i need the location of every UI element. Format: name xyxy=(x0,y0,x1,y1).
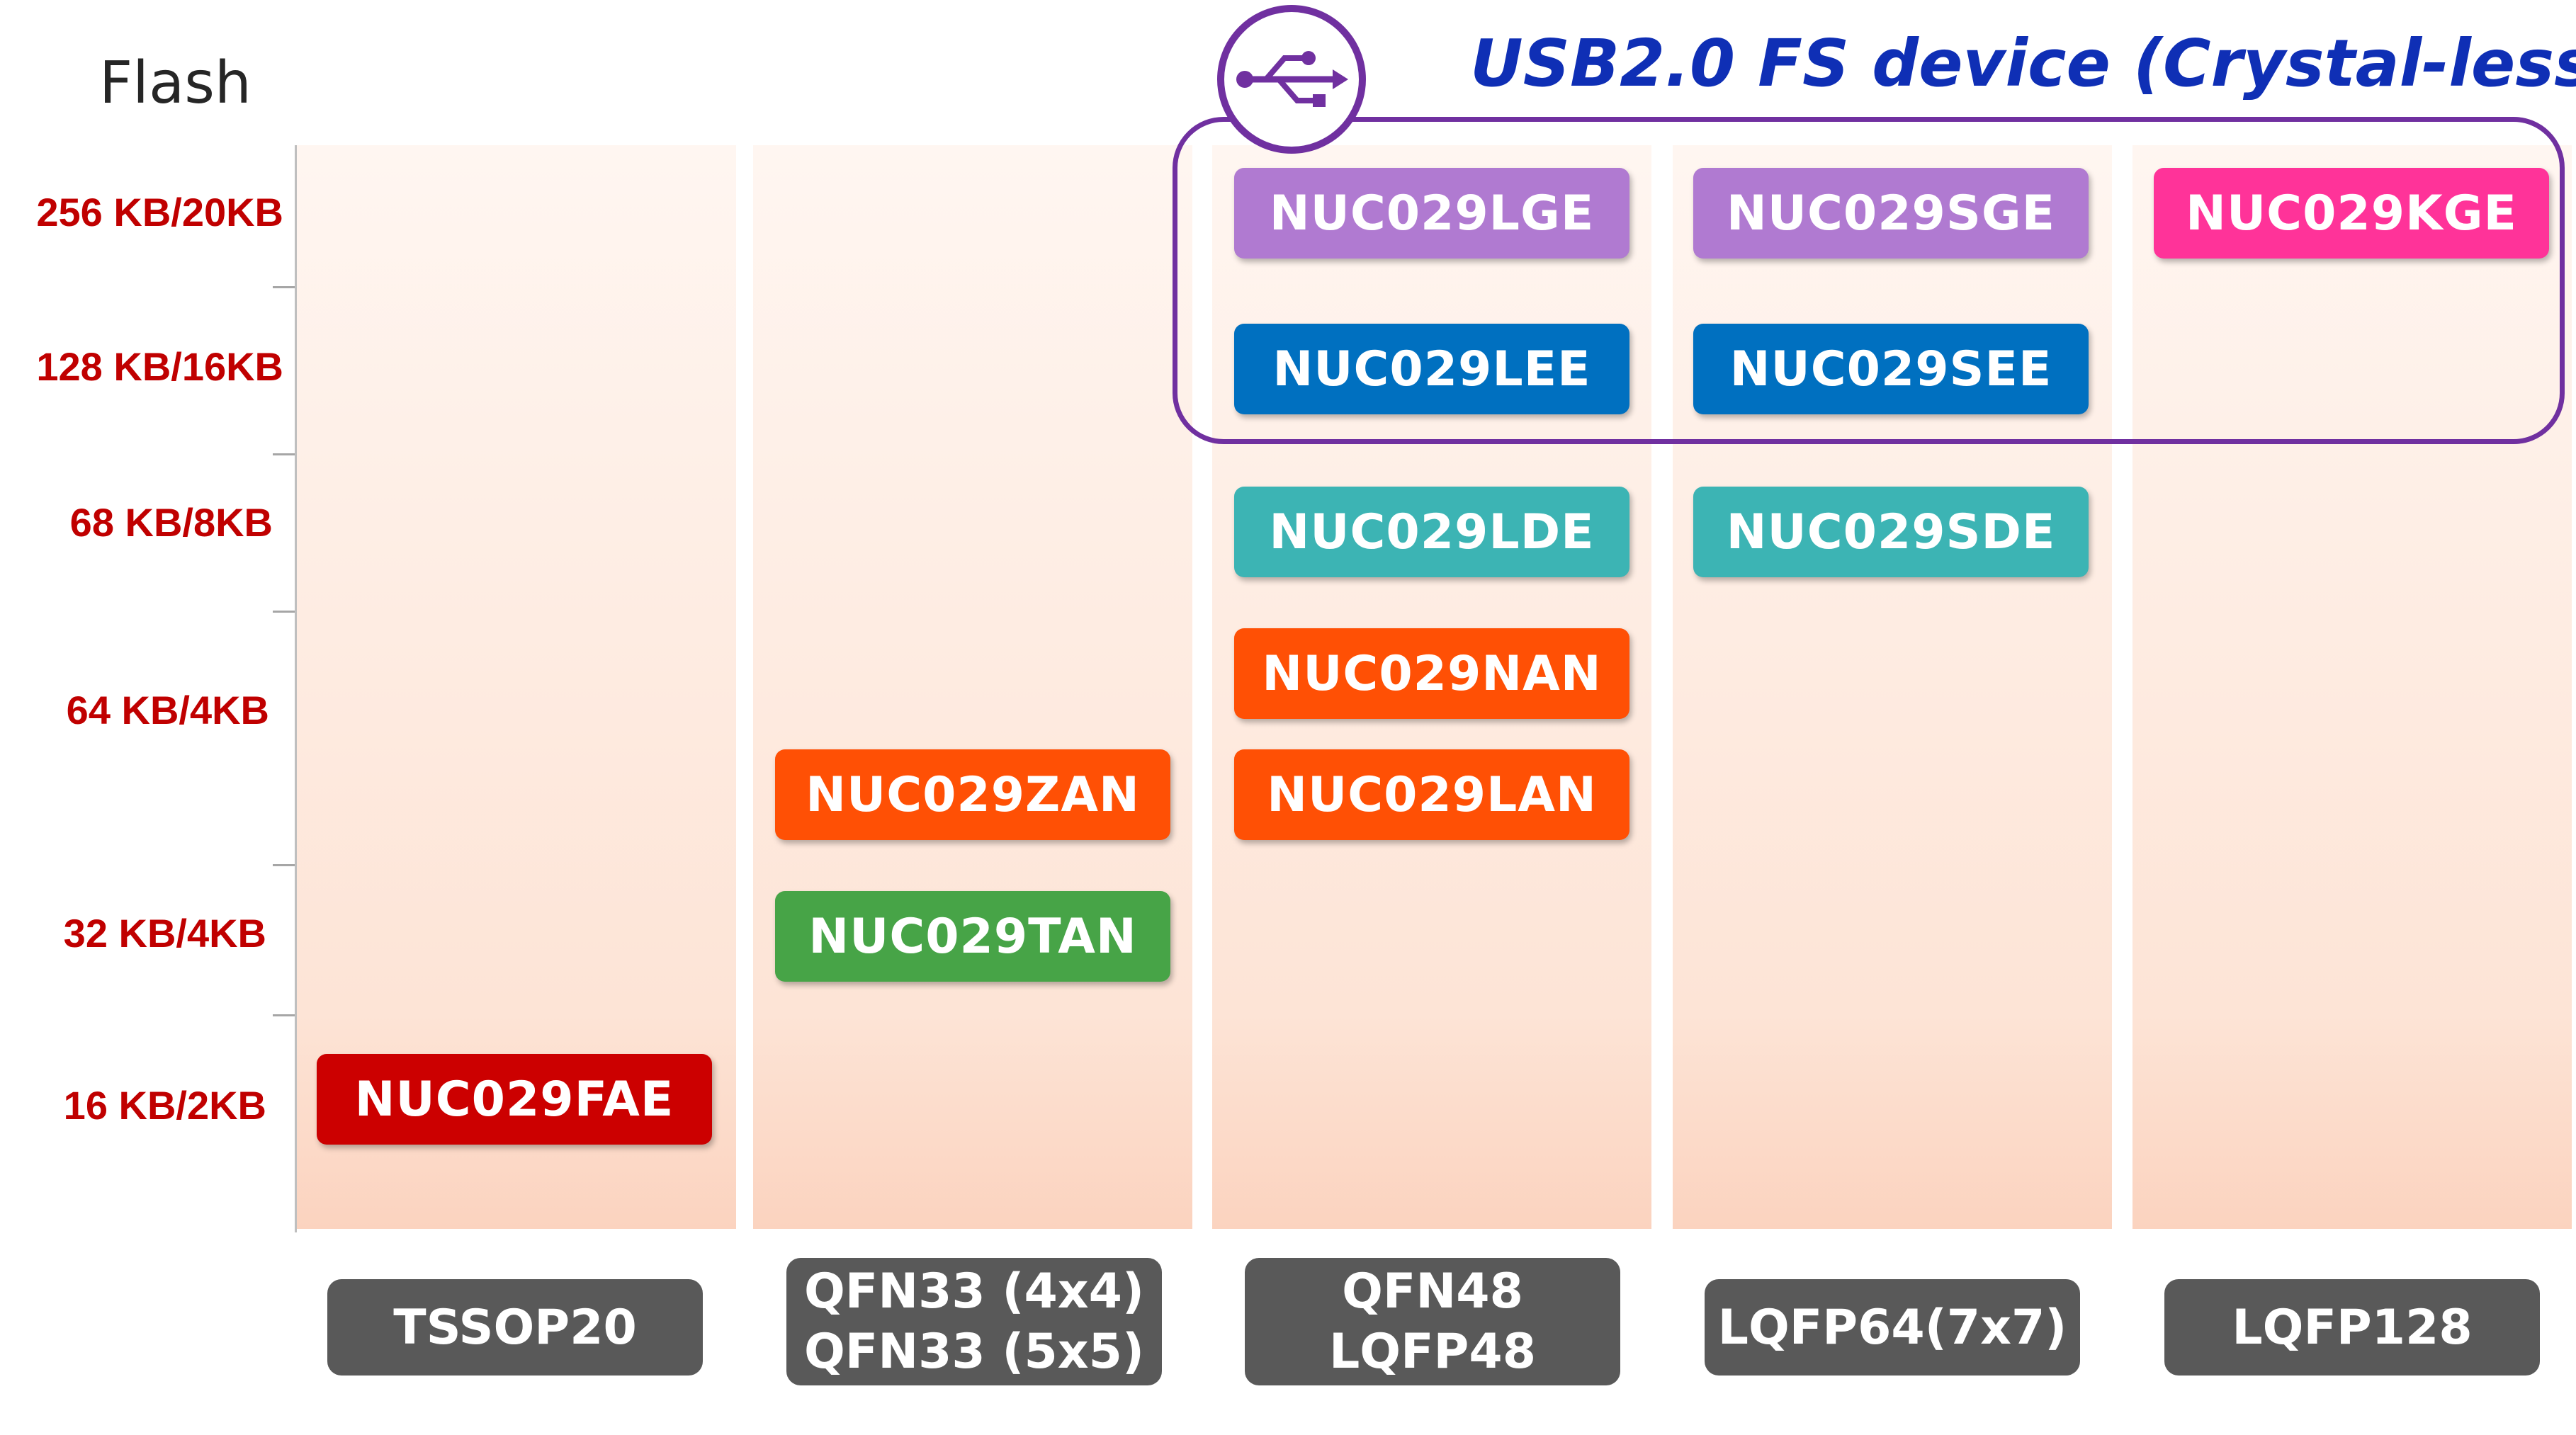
package-label-line: LQFP128 xyxy=(2232,1299,2473,1356)
axis-tick xyxy=(273,1014,295,1016)
usb-icon xyxy=(1216,4,1367,154)
package-label-line: LQFP64(7x7) xyxy=(1717,1299,2067,1356)
axis-tick xyxy=(273,453,295,455)
chip-nuc029see: NUC029SEE xyxy=(1693,324,2089,414)
chip-nuc029zan: NUC029ZAN xyxy=(775,749,1170,840)
chip-nuc029nan: NUC029NAN xyxy=(1234,628,1629,719)
package-label-line: QFN33 (5x5) xyxy=(803,1324,1145,1380)
row-label-68kb: 68 KB/8KB xyxy=(69,500,273,545)
row-label-128kb: 128 KB/16KB xyxy=(36,344,283,389)
package-label-tssop20: TSSOP20 xyxy=(327,1279,703,1376)
axis-tick xyxy=(273,611,295,613)
package-label-line: TSSOP20 xyxy=(393,1299,637,1356)
package-label-line: QFN33 (4x4) xyxy=(803,1264,1145,1320)
chip-nuc029kge: NUC029KGE xyxy=(2154,168,2549,259)
package-label-qfn48-lqfp48: QFN48 LQFP48 xyxy=(1245,1258,1620,1385)
chip-nuc029sde: NUC029SDE xyxy=(1693,487,2089,577)
row-label-16kb: 16 KB/2KB xyxy=(63,1083,266,1128)
chip-nuc029lge: NUC029LGE xyxy=(1234,168,1629,259)
axis-tick xyxy=(273,286,295,288)
package-label-qfn33: QFN33 (4x4) QFN33 (5x5) xyxy=(786,1258,1162,1385)
column-qfn33 xyxy=(753,145,1192,1229)
column-lqfp128 xyxy=(2132,145,2572,1229)
package-label-lqfp128: LQFP128 xyxy=(2164,1279,2540,1376)
row-label-32kb: 32 KB/4KB xyxy=(63,911,266,955)
flash-axis-line xyxy=(295,145,297,1232)
chip-nuc029sge: NUC029SGE xyxy=(1693,168,2089,259)
column-tssop20 xyxy=(297,145,736,1229)
chip-nuc029lee: NUC029LEE xyxy=(1234,324,1629,414)
usb-group-title: USB2.0 FS device (Crystal-less) xyxy=(1470,25,2576,101)
usb-device-group-frame xyxy=(1173,117,2565,444)
row-label-256kb: 256 KB/20KB xyxy=(36,190,283,234)
axis-tick xyxy=(273,864,295,866)
chip-nuc029tan: NUC029TAN xyxy=(775,891,1170,982)
package-label-line: QFN48 xyxy=(1342,1264,1523,1320)
axis-title: Flash xyxy=(99,50,252,117)
chip-nuc029fae: NUC029FAE xyxy=(317,1054,712,1145)
chip-nuc029lan: NUC029LAN xyxy=(1234,749,1629,840)
row-label-64kb: 64 KB/4KB xyxy=(66,688,269,732)
package-label-lqfp64: LQFP64(7x7) xyxy=(1705,1279,2080,1376)
package-label-line: LQFP48 xyxy=(1328,1324,1537,1380)
chip-nuc029lde: NUC029LDE xyxy=(1234,487,1629,577)
